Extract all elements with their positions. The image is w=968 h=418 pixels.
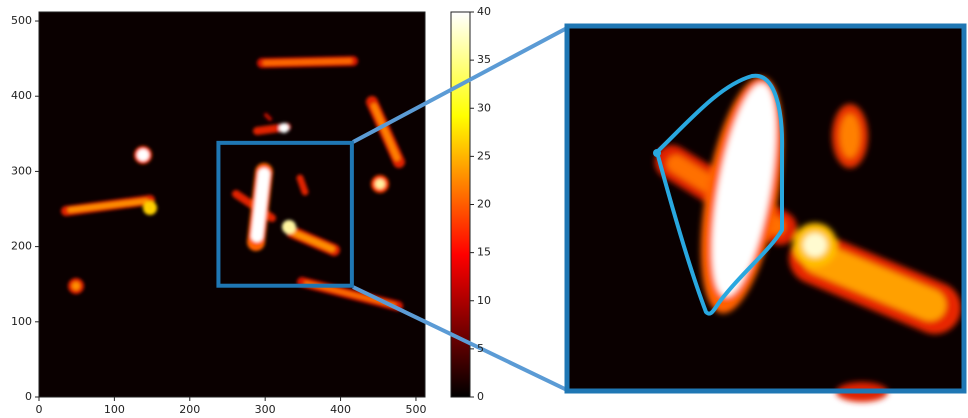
colorbar-tick-label: 20 bbox=[477, 198, 491, 211]
y-tick-label: 500 bbox=[11, 14, 32, 27]
colorbar-tick-label: 0 bbox=[477, 390, 484, 403]
x-tick-label: 300 bbox=[255, 403, 276, 416]
colorbar-tick-label: 40 bbox=[477, 5, 491, 18]
colorbar-tick-label: 5 bbox=[477, 342, 484, 355]
y-tick-label: 0 bbox=[25, 390, 32, 403]
colorbar-tick-label: 35 bbox=[477, 53, 491, 66]
x-tick-label: 200 bbox=[179, 403, 200, 416]
y-tick-label: 200 bbox=[11, 240, 32, 253]
y-tick-label: 100 bbox=[11, 315, 32, 328]
y-tick-label: 300 bbox=[11, 164, 32, 177]
colorbar-tick-label: 10 bbox=[477, 294, 491, 307]
page: 0 100 200 300 400 500 0 100 200 300 400 500 0 5 10 15 20… bbox=[0, 0, 968, 418]
outline-start bbox=[653, 149, 661, 157]
x-tick-label: 400 bbox=[330, 403, 351, 416]
x-tick-label: 500 bbox=[405, 403, 426, 416]
figure: 0 100 200 300 400 500 0 100 200 300 400 500 0 5 10 15 20… bbox=[0, 0, 968, 418]
colorbar-tick-label: 15 bbox=[477, 246, 491, 259]
colorbar-tick-label: 25 bbox=[477, 149, 491, 162]
x-tick-label: 100 bbox=[104, 403, 125, 416]
x-tick-label: 0 bbox=[36, 403, 43, 416]
y-tick-label: 400 bbox=[11, 89, 32, 102]
colorbar-tick-label: 30 bbox=[477, 101, 491, 114]
